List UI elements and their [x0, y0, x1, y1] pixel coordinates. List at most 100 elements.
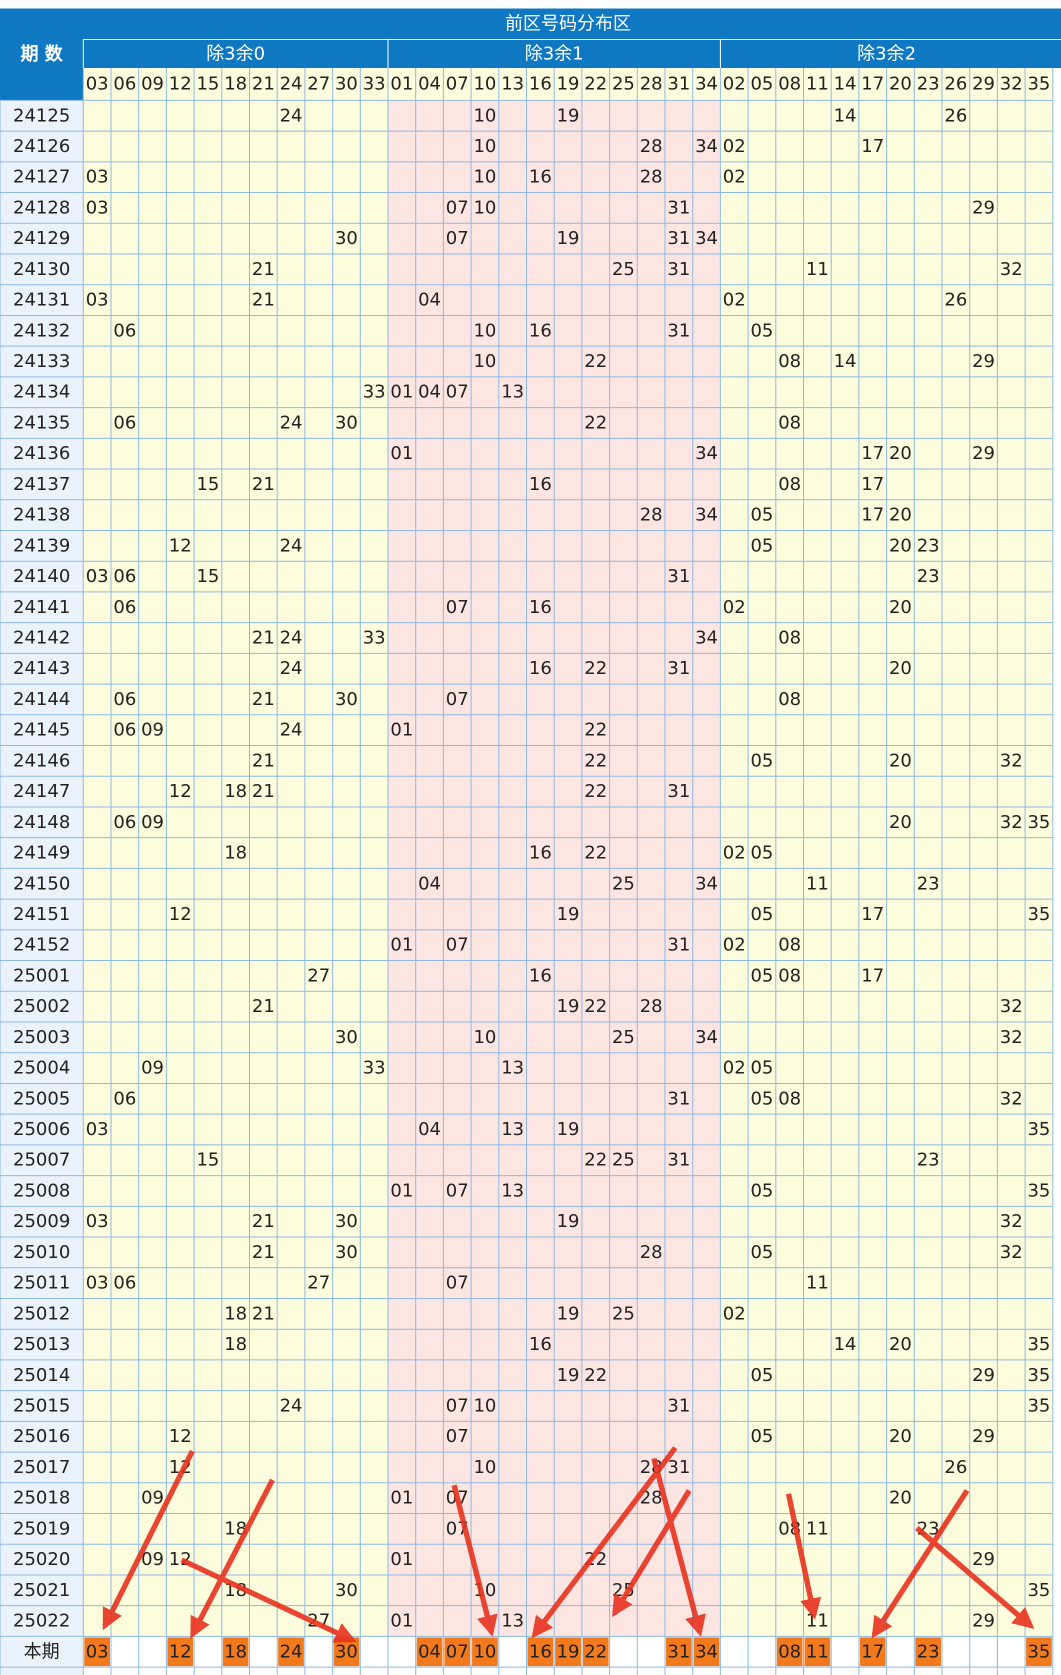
drawn-number: 32	[1000, 259, 1023, 280]
drawn-number: 16	[529, 965, 552, 986]
period: 24128	[13, 197, 70, 218]
drawn-number: 06	[113, 566, 136, 587]
drawn-number: 31	[667, 197, 690, 218]
period: 24125	[13, 105, 70, 126]
number-header: 19	[557, 74, 580, 95]
drawn-number: 31	[667, 1457, 690, 1478]
period: 25016	[13, 1426, 70, 1447]
picked-number: 12	[169, 1641, 192, 1662]
drawn-number: 17	[861, 505, 884, 526]
drawn-number: 02	[723, 1058, 746, 1079]
pick-cell	[776, 1637, 803, 1667]
drawn-number: 15	[196, 1150, 219, 1171]
period: 24140	[13, 566, 70, 587]
drawn-number: 32	[1000, 1027, 1023, 1048]
drawn-number: 19	[557, 105, 580, 126]
number-header: 07	[446, 74, 469, 95]
drawn-number: 22	[584, 351, 607, 372]
drawn-number: 17	[861, 136, 884, 157]
drawn-number: 11	[806, 259, 829, 280]
period: 25014	[13, 1365, 70, 1386]
drawn-number: 32	[1000, 1242, 1023, 1263]
period-col-bg	[0, 100, 84, 1675]
period: 24149	[13, 843, 70, 864]
drawn-number: 08	[778, 689, 801, 710]
drawn-number: 10	[473, 351, 496, 372]
period: 24143	[13, 658, 70, 679]
drawn-number: 33	[363, 382, 386, 403]
drawn-number: 07	[446, 382, 469, 403]
drawn-number: 21	[252, 259, 275, 280]
drawn-number: 34	[695, 505, 718, 526]
pick-cell	[804, 1637, 831, 1667]
number-header: 14	[834, 74, 857, 95]
drawn-number: 16	[529, 843, 552, 864]
drawn-number: 03	[86, 290, 109, 311]
drawn-number: 06	[113, 1088, 136, 1109]
picked-number: 07	[446, 1641, 469, 1662]
number-header: 27	[307, 74, 330, 95]
drawn-number: 07	[446, 689, 469, 710]
drawn-number: 19	[557, 1211, 580, 1232]
number-header: 10	[473, 74, 496, 95]
picked-number: 16	[529, 1641, 552, 1662]
drawn-number: 16	[529, 167, 552, 188]
period: 24135	[13, 412, 70, 433]
picked-number: 18	[224, 1641, 247, 1662]
annotation-arrows	[102, 1446, 1035, 1643]
drawn-number: 35	[1027, 1365, 1050, 1386]
drawn-number: 35	[1027, 812, 1050, 833]
drawn-number: 30	[335, 1027, 358, 1048]
period: 24147	[13, 781, 70, 802]
number-header: 24	[280, 74, 303, 95]
drawn-number: 31	[667, 1088, 690, 1109]
drawn-number: 26	[944, 1457, 967, 1478]
drawn-number: 08	[778, 1088, 801, 1109]
drawn-number: 22	[584, 1365, 607, 1386]
pick-cell	[84, 1637, 110, 1667]
picked-number: 24	[280, 1641, 303, 1662]
drawn-number: 23	[917, 566, 940, 587]
drawn-number: 15	[196, 566, 219, 587]
drawn-number: 33	[363, 628, 386, 649]
number-header: 22	[584, 74, 607, 95]
arrow	[180, 1557, 357, 1643]
drawn-number: 34	[695, 873, 718, 894]
drawn-number: 16	[529, 658, 552, 679]
arrow	[451, 1484, 498, 1637]
drawn-number: 03	[86, 566, 109, 587]
drawn-number: 22	[584, 996, 607, 1017]
drawn-number: 28	[640, 1488, 663, 1509]
period: 24134	[13, 382, 70, 403]
period: 25017	[13, 1457, 70, 1478]
picked-number: 22	[584, 1641, 607, 1662]
drawn-number: 34	[695, 628, 718, 649]
drawn-number: 09	[141, 812, 164, 833]
period: 24137	[13, 474, 70, 495]
number-header: 17	[861, 74, 884, 95]
number-header: 33	[363, 74, 386, 95]
picked-number: 08	[778, 1641, 801, 1662]
number-header: 35	[1027, 74, 1050, 95]
drawn-number: 27	[307, 965, 330, 986]
drawn-number: 35	[1027, 1119, 1050, 1140]
pick-cell	[915, 1637, 941, 1667]
drawn-number: 21	[252, 689, 275, 710]
drawn-number: 22	[584, 843, 607, 864]
number-header: 08	[778, 74, 801, 95]
drawn-number: 08	[778, 965, 801, 986]
period: 25018	[13, 1488, 70, 1509]
drawn-number: 04	[418, 873, 441, 894]
drawn-number: 04	[418, 290, 441, 311]
number-header: 23	[917, 74, 940, 95]
number-header: 09	[141, 74, 164, 95]
drawn-number: 06	[113, 720, 136, 741]
number-header: 01	[390, 74, 413, 95]
picked-number: 23	[917, 1641, 940, 1662]
drawn-number: 11	[806, 1273, 829, 1294]
arrow	[871, 1489, 970, 1639]
pick-cell	[222, 1637, 249, 1667]
number-header: 13	[501, 74, 524, 95]
drawn-number: 01	[390, 935, 413, 956]
